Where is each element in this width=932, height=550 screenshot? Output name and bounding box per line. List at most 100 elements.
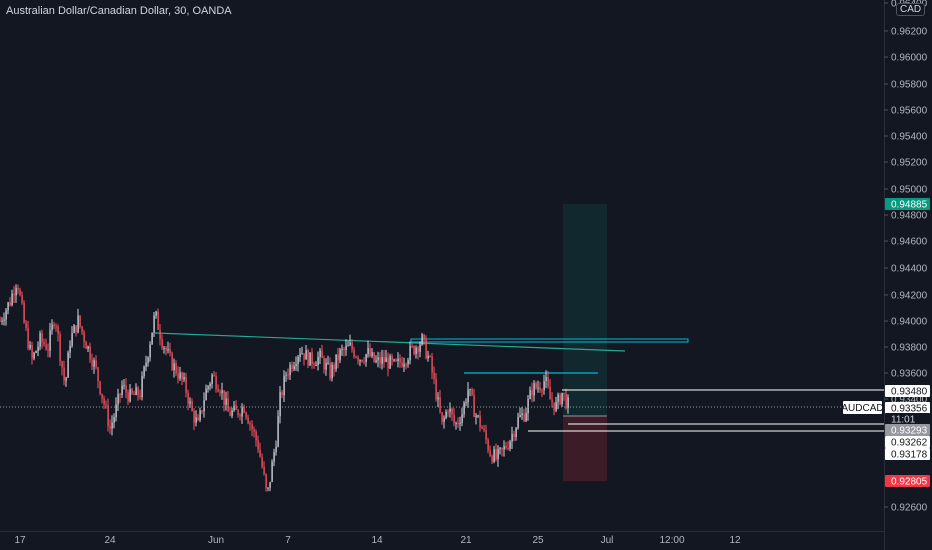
- y-tick-label: 0.94400: [891, 264, 928, 275]
- candle-body: [363, 361, 365, 363]
- candle-body: [437, 397, 439, 400]
- candle-body: [457, 422, 459, 424]
- candle-body: [65, 377, 67, 381]
- candle-body: [545, 376, 547, 382]
- candle-body: [317, 357, 319, 366]
- target-zone: [563, 204, 607, 416]
- candle-body: [85, 341, 87, 349]
- candle-body: [405, 364, 407, 366]
- price-tag-stop-loss: [885, 475, 930, 487]
- candle-body: [69, 345, 71, 353]
- candle-body: [509, 441, 511, 449]
- candle-body: [89, 346, 91, 360]
- currency-badge[interactable]: CAD: [896, 3, 926, 16]
- candle-body: [39, 333, 41, 347]
- x-tick-label: 17: [14, 535, 26, 546]
- candle-body: [61, 361, 63, 368]
- candle-body: [499, 447, 501, 449]
- x-tick-label: 14: [371, 535, 383, 546]
- candle-body: [563, 392, 565, 394]
- candle-body: [535, 383, 537, 388]
- candle-body: [445, 411, 447, 419]
- price-tag-level-1: [885, 385, 930, 397]
- candle-body: [559, 394, 561, 405]
- candle-body: [251, 424, 253, 430]
- candle-body: [45, 344, 47, 350]
- candle-body: [0, 320, 1, 322]
- candle-body: [219, 391, 221, 393]
- candle-body: [67, 352, 69, 378]
- candle-body: [257, 440, 259, 450]
- candle-body: [479, 415, 481, 428]
- candle-body: [389, 355, 391, 369]
- candle-body: [311, 352, 313, 364]
- candle-body: [463, 402, 465, 415]
- y-tick-labels: 0.964000.962000.960000.958000.956000.954…: [884, 0, 928, 514]
- candle-body: [351, 342, 353, 350]
- candle-body: [449, 408, 451, 412]
- candle-body: [297, 356, 299, 365]
- candle-body: [217, 389, 219, 392]
- candle-body: [1, 320, 3, 322]
- candle-body: [99, 381, 101, 394]
- candle-body: [123, 385, 125, 387]
- y-tick-label: 0.94200: [891, 291, 928, 302]
- candle-body: [205, 388, 207, 401]
- candle-body: [483, 428, 485, 431]
- candle-body: [83, 332, 85, 342]
- candle-body: [59, 334, 61, 362]
- candle-body: [447, 411, 449, 413]
- price-axis[interactable]: [884, 0, 932, 550]
- candle-body: [325, 362, 327, 370]
- candle-body: [167, 349, 169, 351]
- candle-body: [55, 326, 57, 328]
- candle-body: [537, 387, 539, 389]
- candle-body: [329, 362, 331, 379]
- candle-body: [335, 354, 337, 370]
- candle-body: [409, 345, 411, 361]
- y-tick-label: 0.93800: [891, 343, 928, 354]
- y-tick-label: 0.94800: [891, 211, 928, 222]
- x-tick-label: 25: [532, 535, 544, 546]
- candle-body: [165, 347, 167, 351]
- y-tick-label: 0.93400: [891, 395, 928, 406]
- time-axis[interactable]: [0, 531, 884, 550]
- candle-body: [113, 417, 115, 423]
- candle-body: [127, 392, 129, 402]
- price-tag-countdown: [885, 413, 930, 425]
- candle-body: [503, 446, 505, 450]
- candle-body: [401, 362, 403, 367]
- candle-body: [103, 398, 105, 405]
- candle-body: [303, 353, 305, 360]
- candle-body: [347, 345, 349, 347]
- candle-body: [539, 387, 541, 391]
- candle-body: [209, 383, 211, 387]
- x-tick-labels: 17 24 Jun 7 14 21 25 Jul 12:00 12: [14, 535, 741, 546]
- candle-body: [395, 359, 397, 362]
- candle-body: [227, 398, 229, 412]
- y-tick-label: 0.94000: [891, 317, 928, 328]
- candle-body: [117, 393, 119, 405]
- candle-body: [319, 350, 321, 358]
- candle-body: [365, 354, 367, 362]
- candle-body: [543, 381, 545, 391]
- candle-body: [145, 362, 147, 367]
- candle-body: [183, 377, 185, 380]
- candle-body: [77, 315, 79, 333]
- candle-body: [547, 376, 549, 387]
- candle-body: [147, 357, 149, 363]
- candle-body: [415, 347, 417, 354]
- candle-body: [291, 364, 293, 370]
- candle-body: [313, 363, 315, 366]
- y-tick-label: 0.94600: [891, 237, 928, 248]
- candle-body: [155, 311, 157, 316]
- candle-body: [13, 293, 15, 296]
- candle-body: [469, 389, 471, 391]
- candle-body: [513, 433, 515, 437]
- candle-body: [63, 367, 65, 381]
- x-tick-label: 7: [285, 535, 291, 546]
- candle-body: [517, 416, 519, 429]
- candle-body: [51, 324, 53, 331]
- candle-body: [407, 360, 409, 365]
